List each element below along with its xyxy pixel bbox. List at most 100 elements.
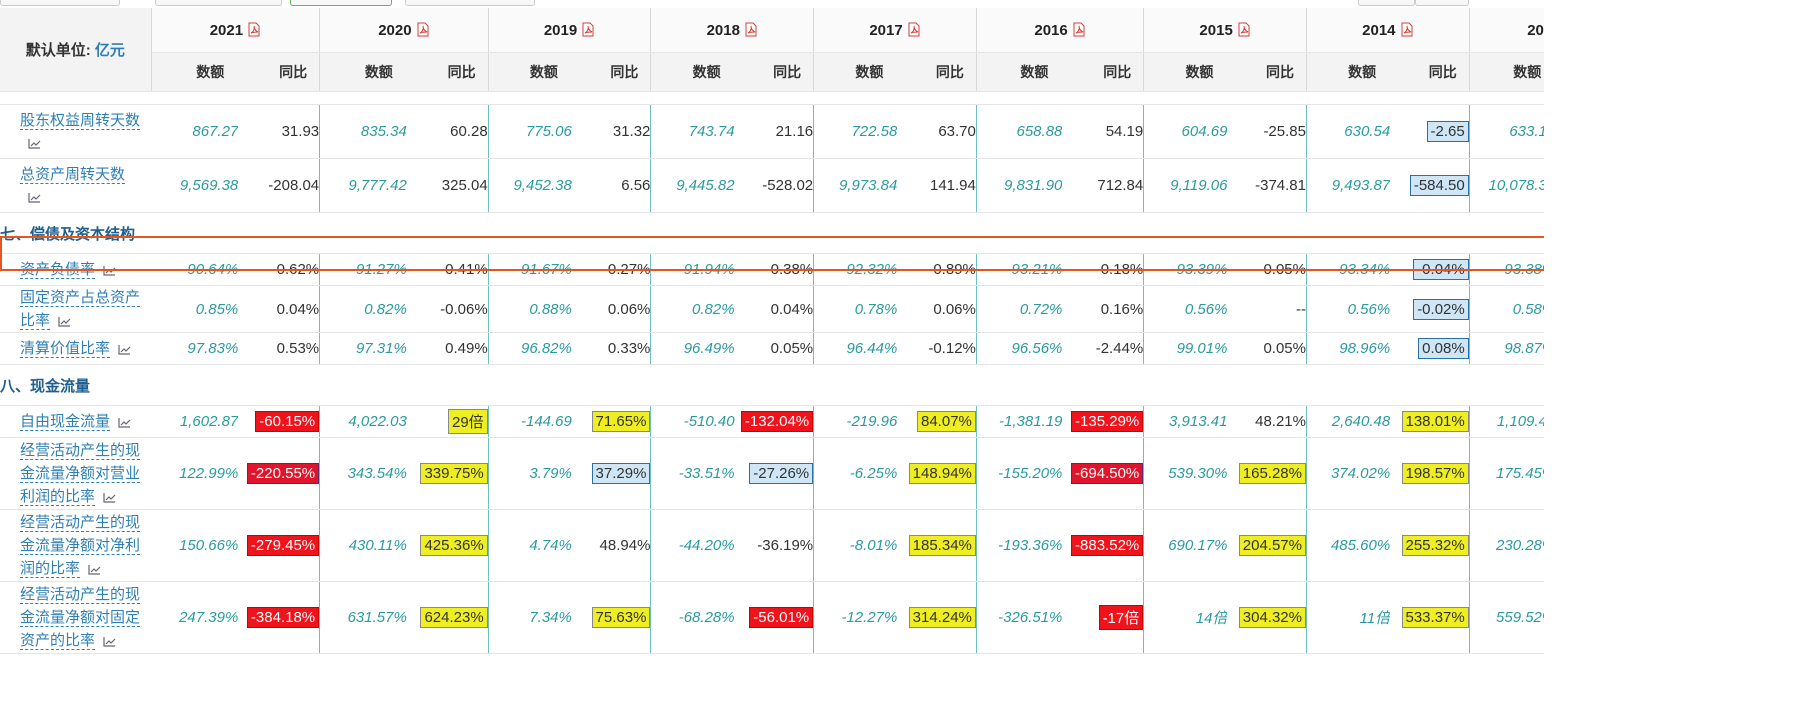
indicator-link[interactable]: 自由现金流量: [20, 413, 111, 431]
yoy-badge: -279.45%: [246, 535, 319, 556]
trend-chart-icon[interactable]: [88, 564, 101, 575]
amount-cell: 97.83%: [151, 332, 239, 365]
yoy-cell: -220.55%: [238, 437, 321, 510]
col-yoy-header: 同比: [406, 52, 489, 92]
amount-cell: 96.44%: [813, 332, 898, 365]
amount-cell: 91.67%: [488, 253, 572, 286]
yoy-cell: 31.93: [238, 104, 321, 159]
yoy-cell: -374.81: [1227, 158, 1307, 213]
yoy-cell: -0.41%: [406, 253, 489, 286]
trend-chart-icon[interactable]: [103, 265, 116, 276]
year-label: 2018: [706, 21, 740, 39]
row-label-cell: 自由现金流量: [0, 405, 152, 438]
yoy-badge: 255.32%: [1401, 535, 1469, 556]
yoy-cell: -0.06%: [406, 285, 489, 333]
col-yoy-header: 同比: [897, 52, 977, 92]
amount-cell: 98.96%: [1306, 332, 1391, 365]
pdf-icon[interactable]: [744, 22, 758, 37]
toolbar-tab[interactable]: [1358, 0, 1415, 6]
amount-cell: 2,640.48: [1306, 405, 1391, 438]
amount-cell: 122.99%: [151, 437, 239, 510]
year-label: 2021: [209, 21, 244, 39]
col-amount-header: 数额: [319, 52, 407, 92]
amount-cell: 93.39%: [1143, 253, 1228, 286]
table-row: 清算价值比率 97.83% 0.53% 97.31% 0.49% 96.82% 0.33% 9…: [0, 332, 1801, 365]
toolbar-tab[interactable]: [0, 0, 120, 6]
yoy-cell: -0.27%: [571, 253, 652, 286]
yoy-badge: -0.04%: [1413, 259, 1469, 280]
indicator-link[interactable]: 固定资产占总资产比率: [20, 289, 141, 330]
amount-cell: -68.28%: [650, 581, 735, 654]
row-label-cell: 经营活动产生的现金流量净额对营业利润的比率: [0, 437, 152, 510]
yoy-badge: -220.55%: [246, 463, 319, 484]
col-yoy-header: 同比: [1062, 52, 1145, 92]
amount-cell: 14倍: [1143, 581, 1228, 654]
year-header: 2020: [319, 8, 489, 53]
amount-cell: 99.01%: [1143, 332, 1228, 365]
indicator-link[interactable]: 经营活动产生的现金流量净额对净利润的比率: [20, 514, 141, 578]
pdf-icon[interactable]: [1400, 22, 1414, 37]
pdf-icon[interactable]: [907, 22, 921, 37]
toolbar-tab[interactable]: [405, 0, 535, 6]
pdf-icon[interactable]: [1237, 22, 1251, 37]
yoy-cell: 48.94%: [571, 509, 652, 582]
trend-chart-icon[interactable]: [103, 492, 116, 503]
year-header: 2017: [813, 8, 977, 53]
indicator-link[interactable]: 经营活动产生的现金流量净额对固定资产的比率: [20, 586, 141, 650]
amount-cell: 630.54: [1306, 104, 1391, 159]
indicator-link[interactable]: 总资产周转天数: [20, 165, 126, 184]
yoy-cell: -0.18%: [1062, 253, 1145, 286]
amount-cell: 9,973.84: [813, 158, 898, 213]
yoy-cell: 0.05%: [1227, 253, 1307, 286]
amount-cell: 658.88: [976, 104, 1063, 159]
amount-cell: -193.36%: [976, 509, 1063, 582]
amount-cell: 775.06: [488, 104, 572, 159]
amount-cell: 0.58%: [1469, 285, 1556, 333]
yoy-badge: -17倍: [1098, 605, 1143, 630]
yoy-badge: 425.36%: [420, 535, 488, 556]
yoy-cell: 148.94%: [897, 437, 977, 510]
amount-cell: 743.74: [650, 104, 735, 159]
amount-cell: 98.87%: [1469, 332, 1556, 365]
yoy-badge: 0.08%: [1418, 338, 1469, 359]
yoy-cell: 314.24%: [897, 581, 977, 654]
amount-cell: 1,602.87: [151, 405, 239, 438]
yoy-badge: 185.34%: [908, 535, 976, 556]
col-amount-header: 数额: [976, 52, 1063, 92]
unit-value[interactable]: 亿元: [94, 42, 125, 59]
toolbar-tab-active[interactable]: [290, 0, 392, 6]
trend-chart-icon[interactable]: [28, 192, 41, 203]
pdf-icon[interactable]: [581, 22, 595, 37]
pdf-icon[interactable]: [416, 22, 430, 37]
indicator-link[interactable]: 清算价值比率: [20, 340, 111, 358]
col-yoy-header: 同比: [238, 52, 321, 92]
amount-cell: 690.17%: [1143, 509, 1228, 582]
amount-cell: 93.21%: [976, 253, 1063, 286]
amount-cell: 835.34: [319, 104, 407, 159]
yoy-cell: -135.29%: [1062, 405, 1145, 438]
indicator-link[interactable]: 股东权益周转天数: [20, 111, 141, 130]
trend-chart-icon[interactable]: [28, 138, 41, 149]
trend-chart-icon[interactable]: [58, 316, 71, 327]
pdf-icon[interactable]: [1072, 22, 1086, 37]
indicator-link[interactable]: 资产负债率: [20, 261, 96, 279]
amount-cell: 4,022.03: [319, 405, 407, 438]
trend-chart-icon[interactable]: [118, 344, 131, 355]
unit-selector[interactable]: 默认单位: 亿元: [0, 8, 152, 92]
pdf-icon[interactable]: [247, 22, 261, 37]
row-label-cell: 清算价值比率: [0, 332, 152, 365]
yoy-cell: 624.23%: [406, 581, 489, 654]
amount-cell: 93.34%: [1306, 253, 1391, 286]
yoy-cell: -694.50%: [1062, 437, 1145, 510]
toolbar-tab[interactable]: [155, 0, 282, 6]
indicator-link[interactable]: 经营活动产生的现金流量净额对营业利润的比率: [20, 442, 141, 506]
amount-cell: 485.60%: [1306, 509, 1391, 582]
trend-chart-icon[interactable]: [118, 417, 131, 428]
yoy-cell: 0.08%: [1390, 332, 1470, 365]
amount-cell: 374.02%: [1306, 437, 1391, 510]
toolbar-tab[interactable]: [1415, 0, 1469, 6]
yoy-cell: -0.12%: [897, 332, 977, 365]
trend-chart-icon[interactable]: [103, 636, 116, 647]
yoy-badge: -883.52%: [1071, 535, 1143, 556]
yoy-cell: -0.04%: [1390, 253, 1470, 286]
